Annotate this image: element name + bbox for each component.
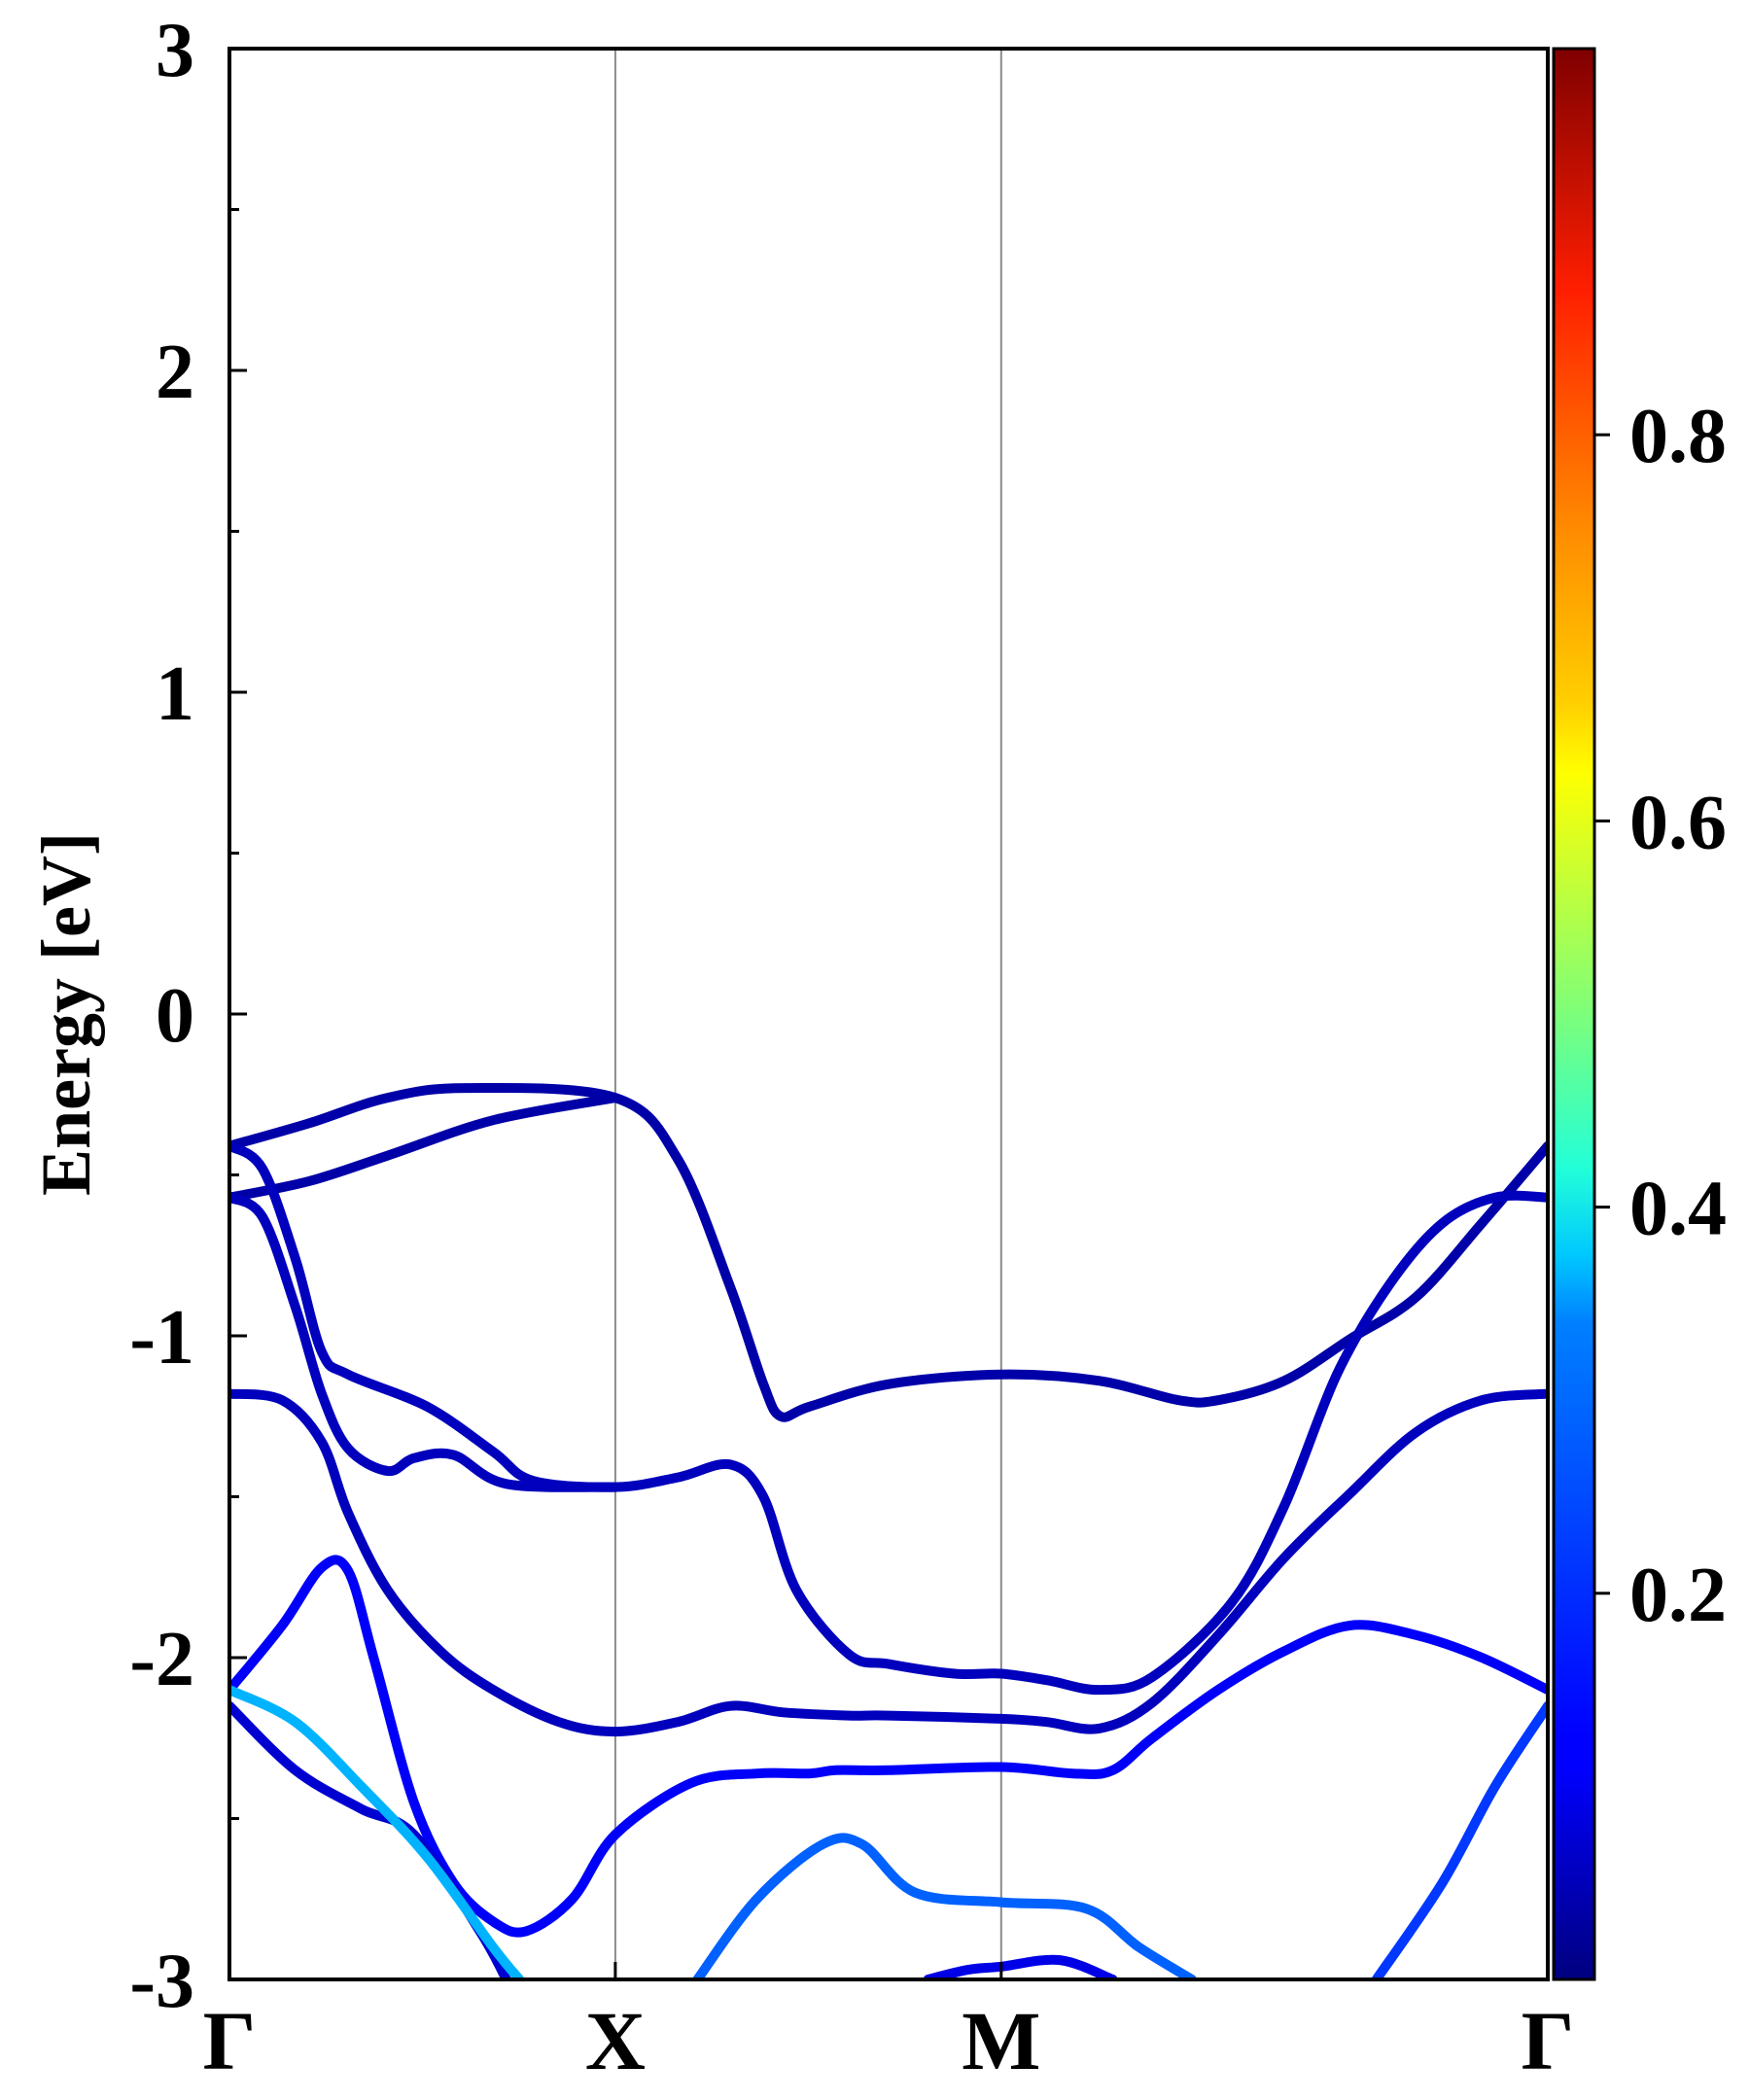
band-5 [229, 1555, 1548, 1938]
colorbar-gradient [1552, 47, 1596, 1981]
band-10 [1371, 1700, 1548, 1979]
x-tick-label: M [962, 1994, 1040, 2087]
y-tick-label: -1 [129, 1295, 194, 1381]
high-symmetry-lines [613, 49, 1002, 1979]
band-3 [229, 1192, 620, 1492]
band-6 [229, 1700, 511, 1979]
colorbar-tick-label: 0.2 [1629, 1553, 1727, 1638]
plot-frame [228, 47, 1550, 1981]
y-tick-label: -2 [129, 1617, 194, 1702]
colorbar-tick-label: 0.6 [1629, 780, 1727, 865]
band-4 [229, 1388, 1548, 1737]
band-8 [692, 1833, 1197, 1979]
colorbar: 0.2 0.4 0.6 0.8 [1552, 47, 1727, 1981]
y-tick-label: 2 [156, 330, 194, 415]
band-9 [923, 1954, 1118, 1979]
colorbar-tick-label: 0.8 [1629, 394, 1727, 479]
y-tick-label: -3 [129, 1939, 194, 2024]
y-tick-label: 1 [156, 651, 194, 737]
y-tick-label: 0 [156, 973, 194, 1059]
y-tick-label: 3 [156, 8, 194, 93]
x-tick-label: Γ [203, 1994, 257, 2087]
band-2 [229, 1140, 1548, 1696]
x-tick-label: X [585, 1994, 646, 2087]
band-1 [229, 1093, 620, 1203]
band-lines [229, 1082, 1548, 1979]
colorbar-tick-label: 0.4 [1629, 1167, 1727, 1252]
x-tick-label: Γ [1522, 1994, 1575, 2087]
band-7 [229, 1685, 525, 1979]
y-axis-label: Energy [eV] [27, 832, 105, 1196]
y-axis-ticks: 3 2 1 0 -1 -2 -3 [129, 8, 247, 2024]
